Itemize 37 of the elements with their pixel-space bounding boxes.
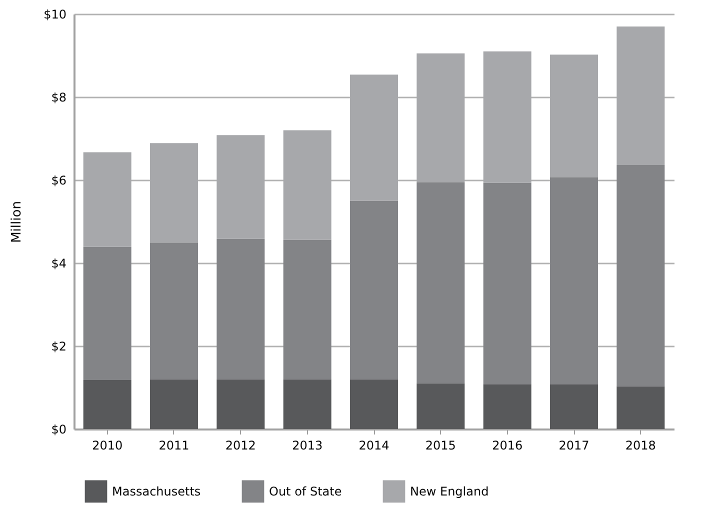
x-tick-label: 2017 xyxy=(558,438,590,452)
bar xyxy=(150,242,198,380)
legend-label: New England xyxy=(410,484,489,498)
bar xyxy=(83,246,132,380)
legend-label: Massachusetts xyxy=(112,484,201,498)
x-tick-label: 2018 xyxy=(625,438,656,452)
y-axis-title: Million xyxy=(10,201,25,243)
bar xyxy=(216,238,265,380)
bar xyxy=(350,200,398,380)
legend-label: Out of State xyxy=(269,484,342,498)
y-tick-label: $10 xyxy=(44,8,66,22)
y-tick-label: $6 xyxy=(51,174,66,188)
bar xyxy=(283,240,332,380)
bar xyxy=(216,379,265,429)
x-tick-label: 2013 xyxy=(292,438,323,452)
bar xyxy=(550,384,598,429)
y-tick-label: $8 xyxy=(51,90,66,104)
bar xyxy=(616,386,665,429)
y-tick-label: $4 xyxy=(51,256,66,270)
x-tick-label: 2014 xyxy=(358,438,390,452)
bar xyxy=(350,379,398,429)
bar xyxy=(83,380,132,429)
bar xyxy=(150,379,198,429)
bar xyxy=(550,177,598,384)
x-tick-label: 2012 xyxy=(225,438,256,452)
bar xyxy=(616,165,665,386)
y-tick-label: $2 xyxy=(51,340,66,354)
x-tick-label: 2011 xyxy=(158,438,190,452)
bar xyxy=(416,383,465,429)
y-tick-label: $0 xyxy=(51,422,66,436)
bar xyxy=(483,182,532,384)
bar xyxy=(483,384,532,429)
x-tick-label: 2010 xyxy=(92,438,123,452)
bar xyxy=(283,379,332,429)
x-tick-label: 2015 xyxy=(425,438,456,452)
x-tick-label: 2016 xyxy=(492,438,523,452)
bar xyxy=(416,182,465,384)
